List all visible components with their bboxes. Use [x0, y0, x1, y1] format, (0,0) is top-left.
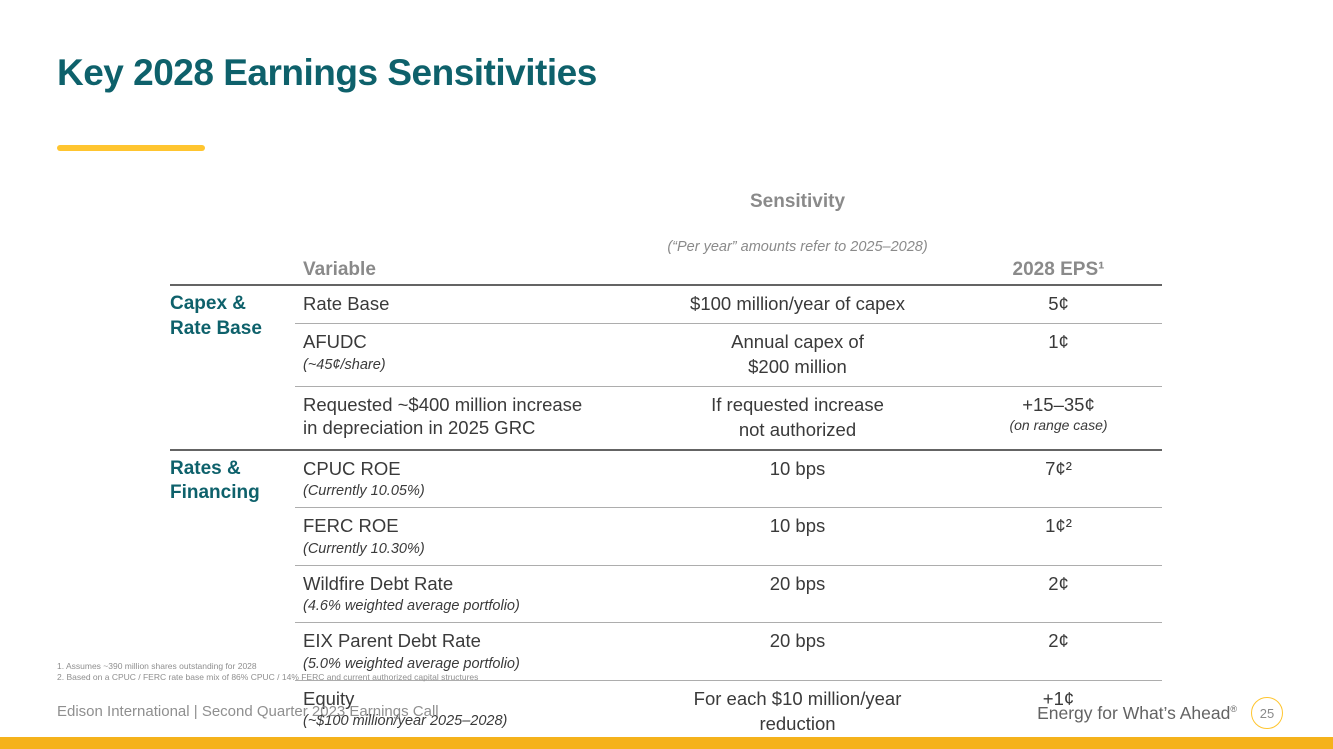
- row-divider: [295, 622, 1162, 624]
- variable-name: FERC ROE: [303, 515, 399, 537]
- variable-note: (Currently 10.30%): [303, 540, 425, 557]
- page-number-badge: 25: [1251, 697, 1283, 729]
- eps-value: 1¢²: [1045, 515, 1072, 537]
- group-label-rates-financing: Rates & Financing: [170, 457, 260, 504]
- eps-cell: 7¢²: [955, 457, 1162, 481]
- table-row-ferc-roe: FERC ROE (Currently 10.30%) 10 bps 1¢²: [170, 508, 1162, 565]
- variable-note: (~$100 million/year 2025–2028): [303, 713, 508, 730]
- brand-tagline-text: Energy for What’s Ahead: [1037, 702, 1231, 723]
- column-header-sensitivity-title: Sensitivity: [749, 190, 846, 212]
- eps-value: 2¢: [1048, 572, 1069, 594]
- variable-note: (4.6% weighted average portfolio): [303, 598, 520, 615]
- eps-value: +1¢: [1042, 687, 1075, 709]
- sensitivity-value: 10 bps: [769, 515, 826, 537]
- eps-value: 7¢²: [1045, 457, 1072, 479]
- footer-brand-area: Energy for What’s Ahead® 25: [1037, 697, 1283, 729]
- row-divider: [295, 507, 1162, 509]
- eps-cell: +1¢: [955, 687, 1162, 711]
- variable-cell: FERC ROE (Currently 10.30%): [295, 514, 640, 559]
- eps-cell: 5¢: [955, 292, 1162, 316]
- eps-value: 5¢: [1048, 292, 1069, 314]
- row-divider: [295, 564, 1162, 566]
- brand-tagline: Energy for What’s Ahead®: [1037, 703, 1237, 724]
- eps-cell: +15–35¢ (on range case): [955, 393, 1162, 435]
- eps-cell: 1¢²: [955, 514, 1162, 538]
- sensitivities-table: Variable Sensitivity (“Per year” amounts…: [170, 166, 1162, 745]
- eps-cell: 1¢: [955, 330, 1162, 354]
- variable-cell: Equity (~$100 million/year 2025–2028): [295, 687, 640, 732]
- table-row-afudc: AFUDC (~45¢/share) Annual capex of $200 …: [170, 324, 1162, 386]
- section-divider: [170, 448, 1162, 451]
- variable-cell: Rate Base: [295, 292, 640, 316]
- eps-cell: 2¢: [955, 629, 1162, 653]
- variable-note: (Currently 10.05%): [303, 483, 425, 500]
- footer-source-text: Edison International | Second Quarter 20…: [57, 703, 439, 720]
- header-divider: [170, 283, 1162, 286]
- brand-bottom-bar: [0, 737, 1333, 749]
- eps-note: (on range case): [1009, 417, 1108, 434]
- column-header-variable: Variable: [303, 258, 376, 280]
- variable-name: Wildfire Debt Rate: [303, 572, 454, 594]
- column-header-eps: 2028 EPS¹: [1012, 258, 1105, 280]
- table-row-equity: Equity (~$100 million/year 2025–2028) Fo…: [170, 681, 1162, 743]
- variable-name: EIX Parent Debt Rate: [303, 630, 481, 652]
- table-header-row: Variable Sensitivity (“Per year” amounts…: [170, 166, 1162, 284]
- variable-name: AFUDC: [303, 330, 367, 352]
- table-row-rate-base: Capex & Rate Base Rate Base $100 million…: [170, 286, 1162, 339]
- footnote-2: 2. Based on a CPUC / FERC rate base mix …: [57, 672, 479, 682]
- variable-cell: Wildfire Debt Rate (4.6% weighted averag…: [295, 572, 640, 617]
- variable-name: CPUC ROE: [303, 457, 401, 479]
- column-header-sensitivity-note: (“Per year” amounts refer to 2025–2028): [667, 238, 928, 255]
- variable-cell: Requested ~$400 million increase in depr…: [295, 393, 640, 440]
- sensitivity-value: Annual capex of $200 million: [731, 330, 864, 377]
- sensitivity-value: 10 bps: [769, 457, 826, 479]
- sensitivity-value: $100 million/year of capex: [690, 292, 905, 314]
- row-divider: [295, 322, 1162, 324]
- variable-name: Rate Base: [303, 292, 390, 314]
- variable-name: Requested ~$400 million increase in depr…: [303, 393, 583, 439]
- eps-value: 2¢: [1048, 630, 1069, 652]
- variable-name: Equity: [303, 687, 355, 709]
- column-header-sensitivity: Sensitivity (“Per year” amounts refer to…: [640, 166, 955, 281]
- footnotes: 1. Assumes ~390 million shares outstandi…: [57, 661, 478, 683]
- eps-cell: 2¢: [955, 572, 1162, 596]
- sensitivity-value: 20 bps: [769, 630, 826, 652]
- variable-note: (~45¢/share): [303, 356, 386, 373]
- variable-note: (5.0% weighted average portfolio): [303, 655, 520, 672]
- table-row-cpuc-roe: Rates & Financing CPUC ROE (Currently 10…: [170, 451, 1162, 508]
- group-label-capex-rate-base: Capex & Rate Base: [170, 292, 262, 339]
- table-row-eix-parent-debt: EIX Parent Debt Rate (5.0% weighted aver…: [170, 623, 1162, 680]
- sensitivity-value: If requested increase not authorized: [711, 393, 884, 440]
- sensitivity-value: For each $10 million/year reduction: [693, 687, 902, 734]
- row-divider: [295, 679, 1162, 681]
- variable-cell: EIX Parent Debt Rate (5.0% weighted aver…: [295, 629, 640, 674]
- eps-value: +15–35¢: [1022, 393, 1095, 415]
- variable-cell: AFUDC (~45¢/share): [295, 330, 640, 375]
- row-divider: [295, 385, 1162, 387]
- eps-value: 1¢: [1048, 330, 1069, 352]
- footnote-1: 1. Assumes ~390 million shares outstandi…: [57, 661, 257, 671]
- table-row-depreciation: Requested ~$400 million increase in depr…: [170, 387, 1162, 449]
- sensitivity-value: 20 bps: [769, 572, 826, 594]
- title-underline-accent: [57, 145, 205, 151]
- registered-trademark-symbol: ®: [1230, 703, 1237, 714]
- slide-title: Key 2028 Earnings Sensitivities: [57, 52, 597, 93]
- page-number: 25: [1259, 705, 1275, 721]
- variable-cell: CPUC ROE (Currently 10.05%): [295, 457, 640, 502]
- table-row-wildfire-debt: Wildfire Debt Rate (4.6% weighted averag…: [170, 566, 1162, 623]
